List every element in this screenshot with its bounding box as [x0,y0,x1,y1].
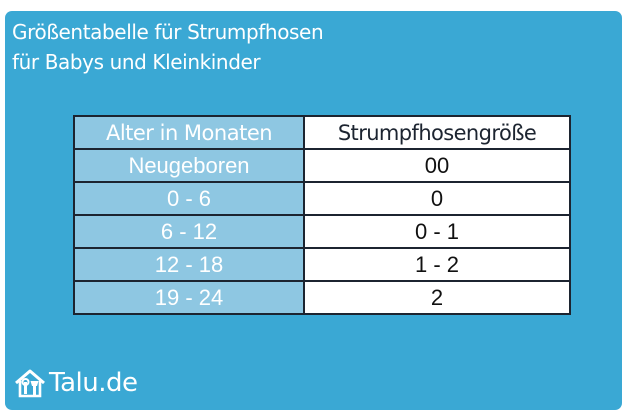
house-tools-icon [15,369,45,398]
table-row: 19 - 24 2 [73,280,571,315]
page-title: Größentabelle für Strumpfhosen für Babys… [12,17,324,77]
table-row: 0 - 6 0 [73,181,571,216]
table-header-row: Alter in Monaten Strumpfhosengröße [73,115,571,150]
size-cell: 0 [303,181,571,216]
table-row: 6 - 12 0 - 1 [73,214,571,249]
title-line-2: für Babys und Kleinkinder [12,50,261,74]
age-cell: 12 - 18 [73,247,305,282]
size-cell: 1 - 2 [303,247,571,282]
column-header-size: Strumpfhosengröße [303,115,571,150]
title-line-1: Größentabelle für Strumpfhosen [12,20,324,44]
age-cell: 0 - 6 [73,181,305,216]
size-cell: 00 [303,148,571,183]
age-cell: Neugeboren [73,148,305,183]
size-table: Alter in Monaten Strumpfhosengröße Neuge… [73,115,571,315]
size-chart-card: Größentabelle für Strumpfhosen für Babys… [5,11,622,410]
age-cell: 6 - 12 [73,214,305,249]
brand-name: Talu.de [49,368,138,398]
column-header-age: Alter in Monaten [73,115,305,150]
table-row: Neugeboren 00 [73,148,571,183]
brand-logo[interactable]: Talu.de [14,365,138,401]
table-row: 12 - 18 1 - 2 [73,247,571,282]
size-cell: 0 - 1 [303,214,571,249]
age-cell: 19 - 24 [73,280,305,315]
size-cell: 2 [303,280,571,315]
